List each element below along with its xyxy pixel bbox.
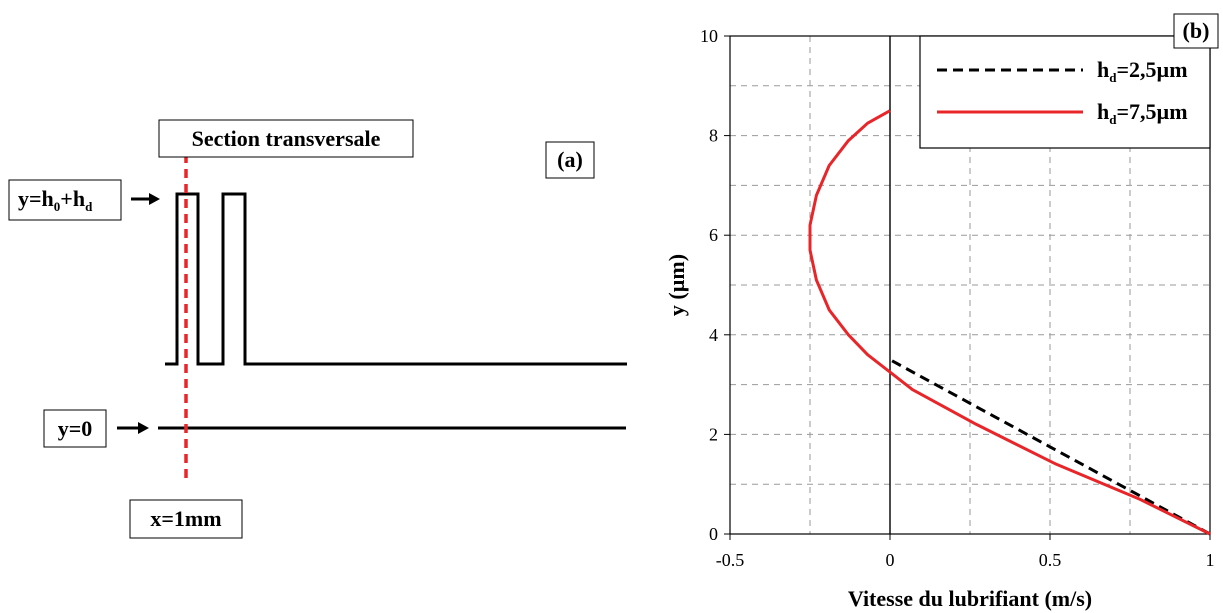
bottom-label-box	[43, 409, 107, 448]
y-axis-title: y (µm)	[664, 254, 689, 316]
legend: hd=2,5µm hd=7,5µm	[919, 35, 1211, 149]
bottom-arrow-icon	[117, 422, 149, 434]
panel-a: Section transversale (a) y=h0+hd y=0 x=1…	[8, 119, 627, 539]
y-tick-label: 4	[709, 325, 718, 345]
y-tick-label: 6	[709, 225, 718, 245]
legend-label-1: hd=2,5µm	[1097, 57, 1188, 85]
x-tick-label: 0	[886, 550, 895, 570]
x-tick-label: 0.5	[1039, 550, 1062, 570]
x-label-box	[129, 499, 243, 539]
section-label: Section transversale	[192, 126, 381, 151]
panel-b-tag-box	[1173, 13, 1219, 49]
top-label: y=h0+hd	[18, 186, 93, 214]
series-line-1	[889, 358, 1211, 536]
surface-profile	[165, 192, 627, 366]
top-label-box	[8, 179, 122, 221]
top-arrow-icon	[131, 193, 160, 205]
panel-b-tag: (b)	[1183, 18, 1210, 43]
legend-label-2: hd=7,5µm	[1097, 99, 1188, 127]
legend-box	[919, 35, 1211, 149]
y-tick-label: 10	[700, 26, 718, 46]
panel-a-tag-box	[545, 141, 595, 179]
panel-a-tag: (a)	[557, 147, 583, 172]
series-line-2	[808, 109, 1211, 536]
x-label: x=1mm	[150, 506, 221, 531]
series-lines	[808, 109, 1211, 536]
bottom-label: y=0	[58, 416, 93, 441]
x-tick-label: -0.5	[716, 550, 745, 570]
x-axis-title: Vitesse du lubrifiant (m/s)	[848, 586, 1092, 611]
x-tick-label: 1	[1206, 550, 1215, 570]
y-tick-label: 8	[709, 126, 718, 146]
y-tick-label: 0	[709, 524, 718, 544]
y-tick-label: 2	[709, 424, 718, 444]
section-label-box	[158, 119, 414, 158]
